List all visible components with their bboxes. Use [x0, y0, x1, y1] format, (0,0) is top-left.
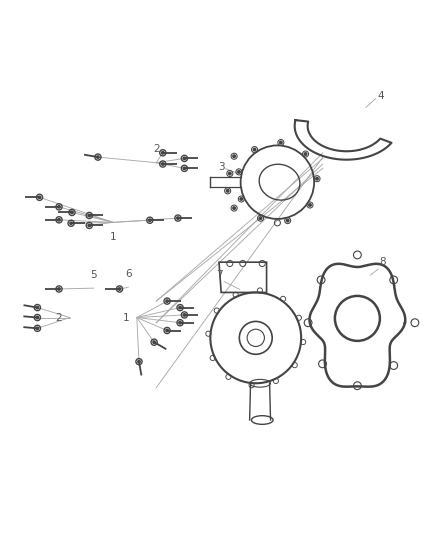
Circle shape — [233, 155, 236, 158]
Circle shape — [183, 157, 186, 159]
Circle shape — [58, 288, 60, 290]
Circle shape — [70, 222, 72, 224]
Circle shape — [138, 360, 140, 363]
Circle shape — [153, 341, 155, 343]
Circle shape — [166, 300, 168, 302]
Text: 2: 2 — [153, 144, 159, 154]
Text: 1: 1 — [110, 232, 117, 242]
Text: 6: 6 — [125, 270, 131, 279]
Circle shape — [304, 153, 307, 155]
Text: 1: 1 — [123, 312, 129, 322]
Circle shape — [97, 156, 99, 158]
Circle shape — [309, 204, 311, 206]
Circle shape — [71, 211, 73, 214]
Circle shape — [162, 163, 164, 165]
Text: 4: 4 — [378, 91, 385, 101]
Circle shape — [279, 141, 282, 144]
Circle shape — [238, 171, 240, 173]
Circle shape — [162, 151, 164, 154]
Circle shape — [166, 329, 168, 332]
Circle shape — [253, 148, 256, 151]
Text: 2: 2 — [55, 312, 62, 322]
Circle shape — [179, 321, 181, 324]
Circle shape — [58, 206, 60, 208]
Circle shape — [183, 314, 186, 316]
Circle shape — [36, 316, 39, 319]
Circle shape — [177, 217, 179, 219]
Text: 3: 3 — [218, 162, 224, 172]
Circle shape — [259, 217, 262, 220]
Circle shape — [226, 190, 229, 192]
Circle shape — [36, 306, 39, 309]
Text: 7: 7 — [215, 270, 223, 280]
Circle shape — [38, 196, 41, 199]
Circle shape — [88, 224, 91, 227]
Text: 8: 8 — [379, 257, 386, 268]
Circle shape — [148, 219, 151, 222]
Circle shape — [316, 177, 318, 180]
Circle shape — [229, 172, 231, 175]
Circle shape — [233, 207, 236, 209]
Circle shape — [286, 219, 289, 222]
Circle shape — [58, 219, 60, 221]
Circle shape — [118, 288, 121, 290]
Circle shape — [183, 167, 186, 169]
Circle shape — [88, 214, 91, 217]
Circle shape — [179, 306, 181, 309]
Text: 5: 5 — [90, 270, 97, 280]
Circle shape — [36, 327, 39, 329]
Circle shape — [240, 198, 243, 200]
